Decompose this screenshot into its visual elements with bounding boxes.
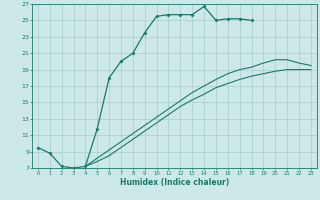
X-axis label: Humidex (Indice chaleur): Humidex (Indice chaleur): [120, 178, 229, 187]
